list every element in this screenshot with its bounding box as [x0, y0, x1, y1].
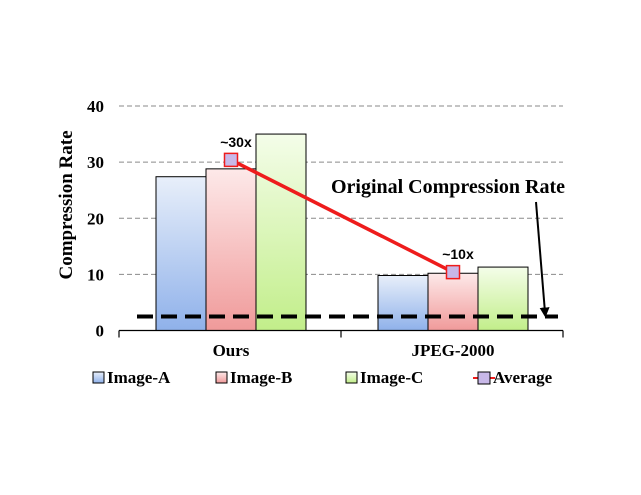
- x-axis-ticks: [118, 330, 564, 338]
- average-line: [230, 158, 454, 274]
- legend-item-image-b: Image-B: [215, 368, 292, 387]
- y-tick-label: 30: [87, 153, 104, 172]
- y-tick-labels: 0 10 20 30 40: [87, 97, 104, 341]
- bar-image-b: [205, 168, 257, 331]
- reference-arrow: [535, 201, 550, 318]
- bar-image-b: [427, 272, 479, 332]
- legend-swatch: [345, 371, 358, 384]
- category-label: Ours: [213, 341, 250, 360]
- bar-image-a: [155, 176, 207, 331]
- annotation-label: ~10x: [442, 246, 474, 262]
- average-marker: [445, 264, 461, 280]
- bar-image-c: [255, 133, 307, 331]
- average-marker: [223, 152, 239, 168]
- category-label: JPEG-2000: [411, 341, 494, 360]
- legend: Image-A Image-B Image-C Average: [92, 368, 553, 387]
- bar-image-a: [377, 274, 429, 331]
- bar-image-c: [477, 266, 529, 331]
- legend-swatch: [215, 371, 228, 384]
- legend-swatch: [92, 371, 105, 384]
- legend-item-image-a: Image-A: [92, 368, 171, 387]
- legend-label: Image-B: [230, 368, 292, 387]
- reference-label: Original Compression Rate: [331, 176, 565, 198]
- annotations: ~30x ~10x: [220, 134, 474, 262]
- y-axis-title: Compression Rate: [56, 130, 77, 279]
- y-tick-label: 40: [87, 97, 104, 116]
- category-labels: Ours JPEG-2000: [213, 341, 495, 360]
- average-series: [223, 152, 461, 280]
- legend-label: Image-A: [107, 368, 171, 387]
- y-tick-label: 10: [87, 265, 104, 284]
- legend-item-image-c: Image-C: [345, 368, 423, 387]
- legend-item-average: Average: [473, 368, 553, 387]
- annotation-label: ~30x: [220, 134, 252, 150]
- legend-swatch: [477, 371, 491, 385]
- y-tick-label: 0: [96, 322, 105, 341]
- y-tick-label: 20: [87, 209, 104, 228]
- bars: [155, 133, 529, 332]
- legend-label: Average: [493, 368, 553, 387]
- legend-label: Image-C: [360, 368, 423, 387]
